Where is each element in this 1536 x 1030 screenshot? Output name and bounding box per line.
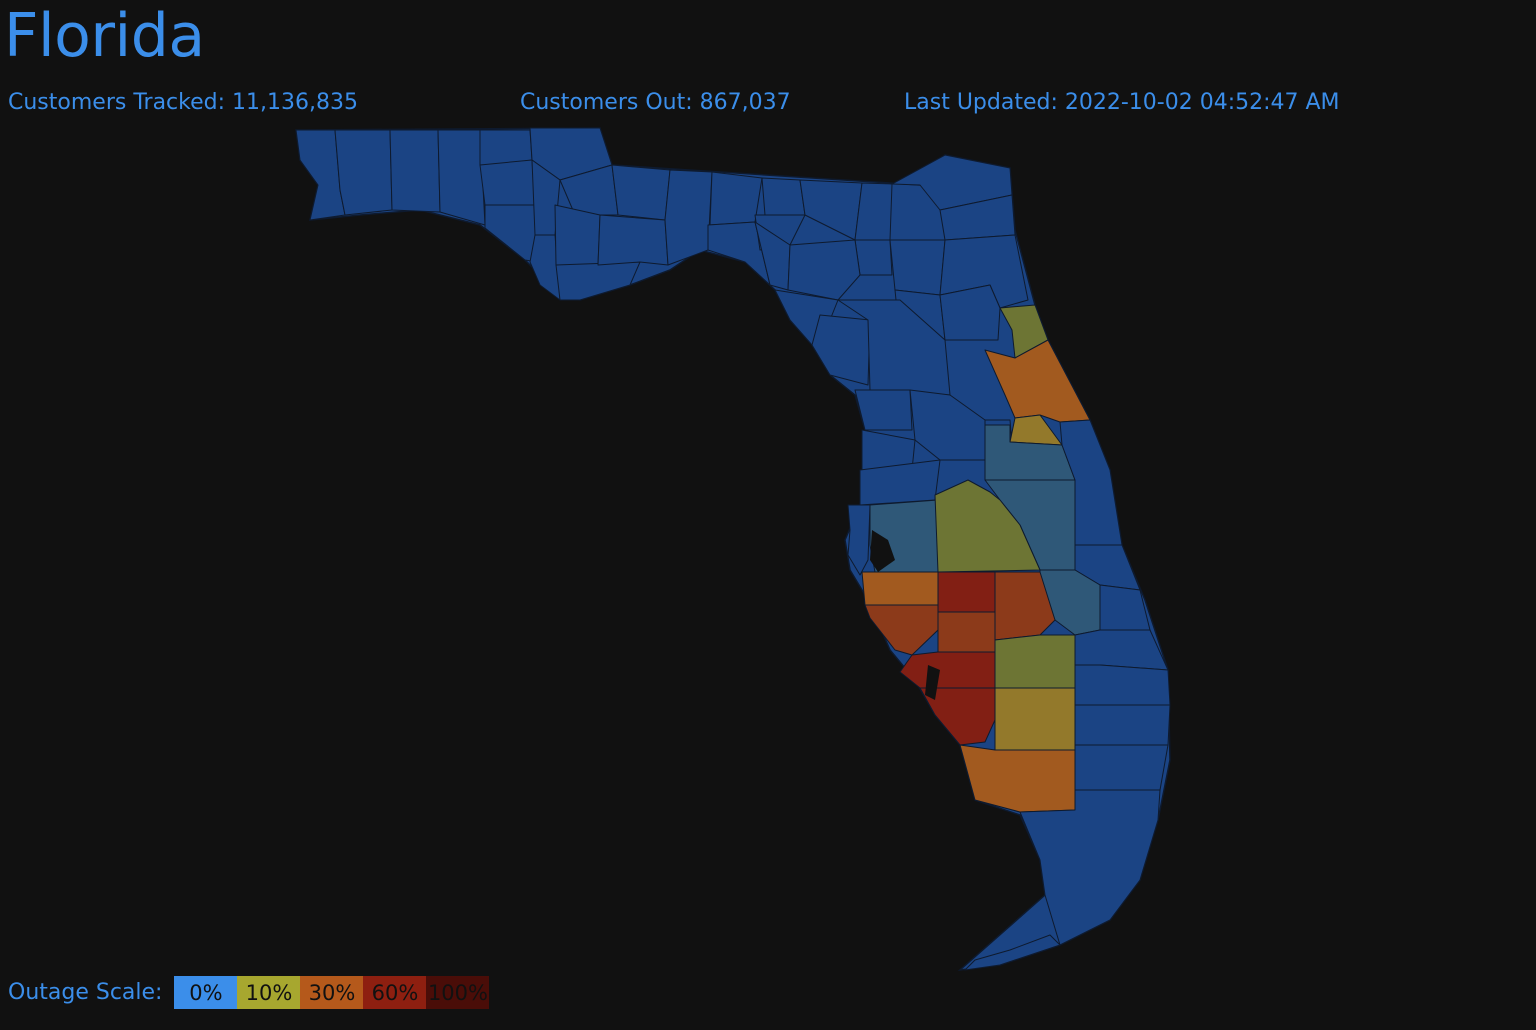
- charlotte-harbor: [925, 665, 940, 700]
- customers-out: Customers Out: 867,037: [520, 90, 791, 115]
- county-palm-beach[interactable]: [1074, 704, 1171, 746]
- county-okaloosa[interactable]: [389, 129, 441, 213]
- last-updated: Last Updated: 2022-10-02 04:52:47 AM: [904, 90, 1340, 115]
- county-broward[interactable]: [1074, 744, 1169, 791]
- county-taylor[interactable]: [707, 221, 771, 286]
- customers-tracked: Customers Tracked: 11,136,835: [8, 90, 358, 115]
- county-charlotte[interactable]: [899, 651, 996, 689]
- county-flagler[interactable]: [939, 284, 1001, 341]
- county-clay[interactable]: [889, 239, 946, 296]
- legend-swatch-30: 30%: [300, 976, 364, 1009]
- county-collier[interactable]: [959, 744, 1076, 813]
- county-levy[interactable]: [811, 314, 871, 386]
- page-title: Florida: [4, 1, 205, 71]
- county-walton[interactable]: [437, 129, 486, 226]
- county-washington[interactable]: [479, 159, 536, 206]
- county-hendry[interactable]: [994, 687, 1076, 751]
- legend-swatch-0: 0%: [174, 976, 238, 1009]
- county-miami-dade[interactable]: [1019, 789, 1161, 946]
- tampa-bay: [870, 530, 895, 572]
- county-baker[interactable]: [854, 182, 893, 241]
- county-hardee[interactable]: [937, 571, 996, 613]
- county-santa-rosa[interactable]: [334, 129, 393, 216]
- county-hamilton[interactable]: [761, 177, 806, 216]
- county-desoto[interactable]: [937, 611, 996, 653]
- county-jefferson[interactable]: [664, 169, 713, 266]
- county-indian-river[interactable]: [1099, 584, 1151, 631]
- county-franklin[interactable]: [555, 261, 641, 301]
- legend-swatch-100: 100%: [426, 976, 490, 1009]
- county-martin[interactable]: [1074, 664, 1171, 706]
- county-citrus[interactable]: [854, 389, 913, 431]
- county-monroe-keys[interactable]: [964, 934, 1061, 971]
- county-gulf[interactable]: [529, 234, 561, 301]
- county-holmes[interactable]: [479, 129, 533, 166]
- county-liberty[interactable]: [554, 204, 601, 266]
- legend-swatch-10: 10%: [237, 976, 301, 1009]
- county-manatee[interactable]: [861, 571, 939, 606]
- county-leon[interactable]: [611, 164, 671, 221]
- county-madison[interactable]: [709, 171, 763, 226]
- county-union-bradford[interactable]: [854, 239, 893, 276]
- county-gilchrist-alachua[interactable]: [787, 239, 861, 301]
- county-glades[interactable]: [994, 634, 1076, 689]
- legend-label: Outage Scale:: [8, 980, 163, 1005]
- outage-scale-legend: Outage Scale: 0% 10% 30% 60% 100%: [8, 976, 490, 1009]
- county-wakulla[interactable]: [597, 214, 669, 266]
- legend-swatch-60: 60%: [363, 976, 427, 1009]
